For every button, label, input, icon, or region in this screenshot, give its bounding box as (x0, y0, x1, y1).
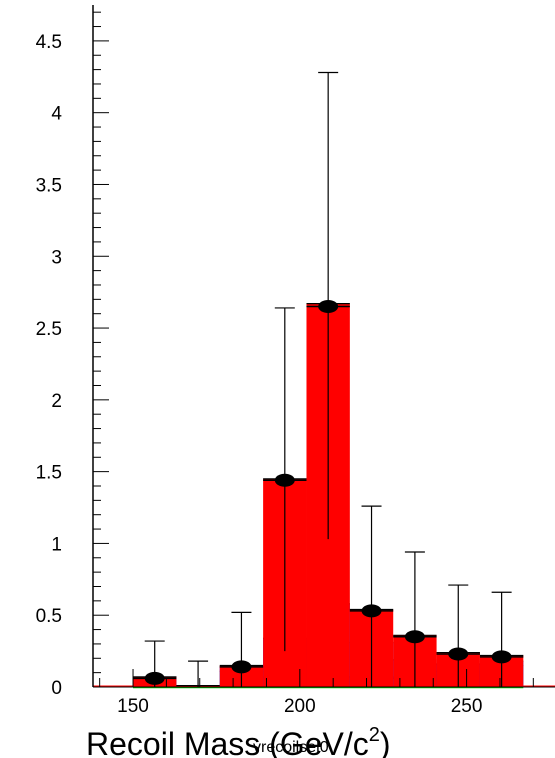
data-point-marker (274, 473, 295, 487)
data-point-marker (448, 647, 469, 661)
y-tick-label: 0.5 (36, 606, 62, 627)
data-point-marker (491, 650, 512, 664)
data-point-marker (361, 604, 382, 618)
data-point-marker (231, 660, 252, 674)
y-tick-labels: 0 0.5 1 1.5 2 2.5 3 3.5 4 4.5 (36, 32, 63, 699)
y-tick-label: 0 (51, 678, 62, 699)
x-tick-labels: 150 200 250 (117, 696, 482, 717)
y-tick-label: 2 (51, 391, 62, 412)
y-tick-label: 1.5 (36, 463, 62, 484)
y-tick-label: 4 (51, 104, 62, 125)
y-tick-label: 3.5 (36, 175, 62, 196)
x-axis-title: Recoil Mass (GeV/c2) (86, 724, 391, 758)
data-points-layer (133, 71, 524, 687)
y-tick-label: 1 (51, 534, 62, 555)
y-tick-label: 4.5 (36, 32, 62, 53)
y-tick-label: 2.5 (36, 319, 62, 340)
axes-layer (92, 5, 555, 689)
data-point-marker (144, 671, 165, 685)
y-tick-label: 3 (51, 247, 62, 268)
x-tick-label: 200 (284, 696, 316, 717)
data-point-marker (404, 630, 425, 644)
data-point-marker (318, 300, 339, 314)
histogram-name-label: vrecoilsel0 (253, 739, 329, 756)
x-tick-label: 150 (117, 696, 149, 717)
x-tick-label: 250 (451, 696, 483, 717)
